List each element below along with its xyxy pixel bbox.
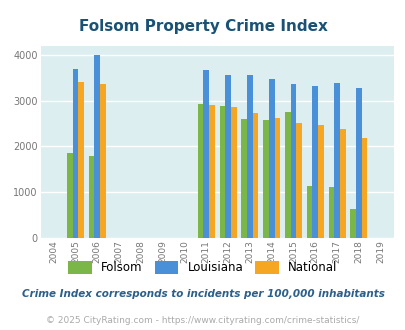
Bar [247,75,252,238]
Bar [219,106,225,238]
Bar [72,69,78,238]
Bar [328,186,333,238]
Bar [268,79,274,238]
Legend: Folsom, Louisiana, National: Folsom, Louisiana, National [64,257,341,279]
Text: © 2025 CityRating.com - https://www.cityrating.com/crime-statistics/: © 2025 CityRating.com - https://www.city… [46,315,359,325]
Bar [94,55,100,238]
Bar [89,156,94,238]
Bar [67,153,72,238]
Bar [350,209,355,238]
Bar [284,112,290,238]
Bar [203,70,209,238]
Bar [290,83,296,238]
Bar [318,125,323,238]
Bar [274,118,279,238]
Text: Crime Index corresponds to incidents per 100,000 inhabitants: Crime Index corresponds to incidents per… [21,289,384,299]
Bar [209,105,214,238]
Bar [296,123,301,238]
Bar [230,107,236,238]
Bar [306,186,312,238]
Text: Folsom Property Crime Index: Folsom Property Crime Index [79,19,326,34]
Bar [100,84,106,238]
Bar [78,82,84,238]
Bar [241,119,247,238]
Bar [197,104,203,238]
Bar [339,129,345,238]
Bar [333,83,339,238]
Bar [355,88,361,238]
Bar [312,86,318,238]
Bar [252,113,258,238]
Bar [262,120,268,238]
Bar [361,138,367,238]
Bar [225,75,230,238]
